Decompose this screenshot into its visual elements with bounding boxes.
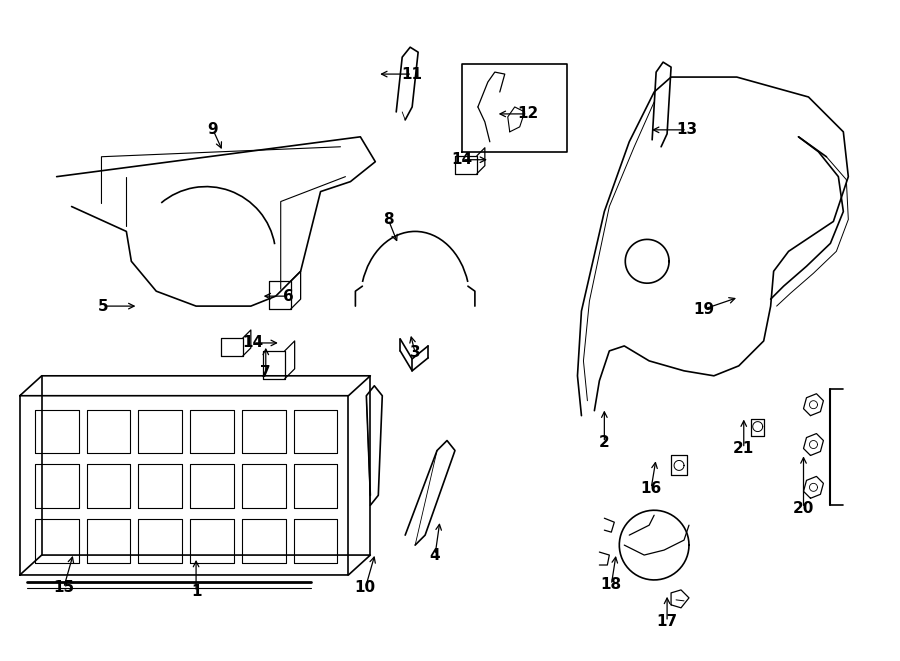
Text: 6: 6 bbox=[284, 289, 294, 303]
Text: 7: 7 bbox=[260, 366, 271, 380]
Text: 16: 16 bbox=[641, 481, 662, 496]
Text: 3: 3 bbox=[410, 346, 420, 360]
Text: 21: 21 bbox=[734, 441, 754, 456]
Text: 10: 10 bbox=[355, 580, 376, 596]
Text: 5: 5 bbox=[98, 299, 109, 313]
Text: 14: 14 bbox=[452, 152, 472, 167]
Text: 20: 20 bbox=[793, 501, 814, 516]
Text: 15: 15 bbox=[53, 580, 74, 596]
Text: 13: 13 bbox=[677, 122, 698, 137]
Text: 9: 9 bbox=[208, 122, 219, 137]
Text: 2: 2 bbox=[599, 435, 609, 450]
Text: 8: 8 bbox=[382, 212, 393, 227]
Text: 11: 11 bbox=[401, 67, 423, 81]
Text: 19: 19 bbox=[693, 301, 715, 317]
Text: 14: 14 bbox=[242, 335, 264, 350]
Text: 4: 4 bbox=[430, 547, 440, 563]
Text: 17: 17 bbox=[656, 614, 678, 629]
Text: 18: 18 bbox=[601, 578, 622, 592]
Text: 12: 12 bbox=[517, 106, 538, 122]
Text: 1: 1 bbox=[191, 584, 202, 600]
